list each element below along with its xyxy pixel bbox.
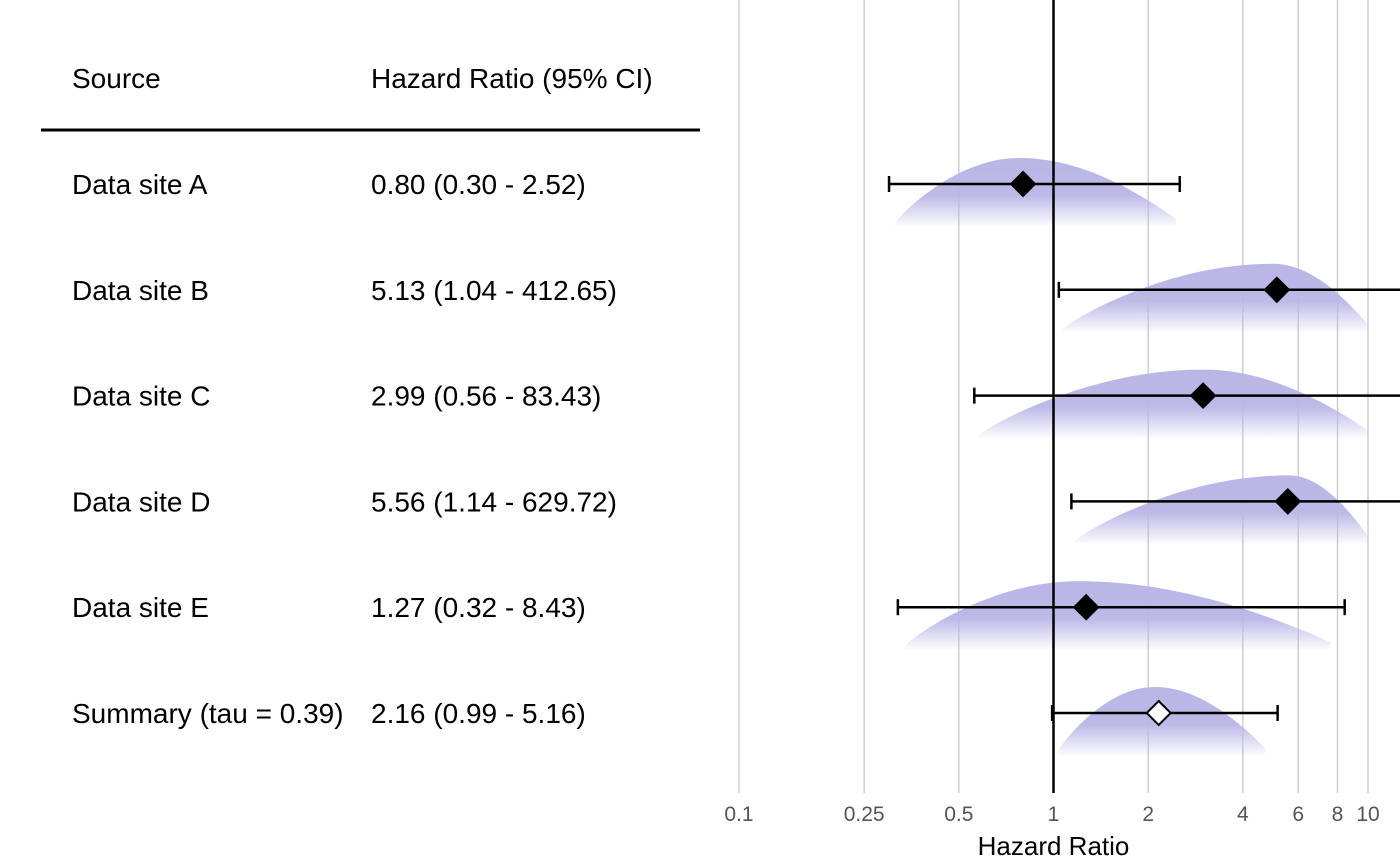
row-estimate-text: 1.27 (0.32 - 8.43)	[371, 592, 586, 623]
x-tick-label: 6	[1292, 803, 1304, 826]
summary-estimate-diamond	[1145, 699, 1173, 727]
density-curve	[893, 158, 1176, 226]
row-source-label: Data site E	[72, 592, 209, 623]
x-tick-label: 0.25	[844, 803, 885, 826]
density-curve	[1060, 263, 1368, 332]
row-estimate-text: 2.99 (0.56 - 83.43)	[371, 381, 601, 412]
point-estimate-diamond	[1009, 170, 1037, 198]
estimate-marks	[887, 170, 1400, 727]
point-estimate-diamond	[1274, 487, 1302, 515]
row-estimate-text: 5.13 (1.04 - 412.65)	[371, 275, 617, 306]
point-estimate-diamond	[1072, 593, 1100, 621]
column-header-estimate: Hazard Ratio (95% CI)	[371, 63, 653, 94]
x-tick-label: 2	[1142, 803, 1154, 826]
x-tick-label: 1	[1048, 803, 1060, 826]
density-curve	[976, 369, 1368, 438]
row-estimate-text: 0.80 (0.30 - 2.52)	[371, 169, 586, 200]
x-tick-label: 8	[1332, 803, 1344, 826]
column-header-source: Source	[72, 63, 161, 94]
row-source-label: Summary (tau = 0.39)	[72, 698, 344, 729]
row-estimate-text: 2.16 (0.99 - 5.16)	[371, 698, 586, 729]
row-source-label: Data site B	[72, 275, 209, 306]
x-axis-title: Hazard Ratio	[978, 831, 1130, 861]
x-tick-label: 4	[1237, 803, 1249, 826]
row-estimate-text: 5.56 (1.14 - 629.72)	[371, 486, 617, 517]
density-curve	[1072, 475, 1368, 544]
x-axis-ticks: 0.1 0.25 0.5 1 2 4 6 8 10	[724, 803, 1379, 826]
x-tick-label: 0.5	[944, 803, 973, 826]
table-rows: Data site A 0.80 (0.30 - 2.52) Data site B…	[72, 169, 617, 729]
x-tick-label: 0.1	[724, 803, 753, 826]
row-source-label: Data site A	[72, 169, 208, 200]
density-curve	[902, 581, 1331, 650]
row-source-label: Data site D	[72, 486, 211, 517]
point-estimate-diamond	[1189, 382, 1217, 410]
point-estimate-diamond	[1263, 276, 1291, 304]
density-curves	[893, 158, 1368, 755]
row-source-label: Data site C	[72, 381, 211, 412]
x-tick-label: 10	[1356, 803, 1379, 826]
